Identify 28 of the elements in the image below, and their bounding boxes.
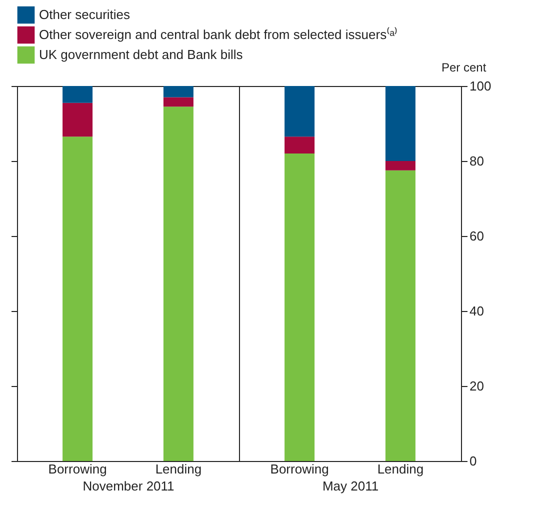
y-tick-label: 20 (470, 378, 484, 394)
bar (284, 86, 315, 137)
x-tick-label: Borrowing (270, 462, 329, 476)
bar (284, 154, 315, 461)
x-tick-label: Lending (155, 462, 202, 476)
legend-label: Other sovereign and central bank debt from selected issuers⁽ᵃ⁾ (39, 27, 398, 42)
bar (284, 136, 315, 154)
bar (385, 86, 416, 161)
y-tick-label: 60 (470, 228, 484, 244)
x-tick-label: Lending (377, 462, 424, 476)
x-axis-title: May 2011 (322, 478, 379, 494)
bar (62, 86, 93, 103)
y-tick-label: 40 (470, 304, 484, 318)
legend-label: UK government debt and Bank bills (39, 47, 244, 62)
bar (62, 136, 93, 461)
legend-label: Other securities (39, 7, 131, 22)
bar (62, 102, 93, 137)
y-tick-label: 80 (470, 154, 484, 168)
bar (163, 86, 194, 98)
y-tick-label: 100 (470, 78, 492, 94)
x-tick-label: Borrowing (48, 462, 107, 476)
x-axis-title: November 2011 (82, 478, 174, 494)
y-axis-title: Per cent (442, 60, 487, 74)
bar (163, 97, 194, 107)
bar (385, 170, 416, 461)
bar (385, 161, 416, 170)
y-tick-label: 0 (470, 454, 477, 468)
bar (163, 106, 194, 461)
